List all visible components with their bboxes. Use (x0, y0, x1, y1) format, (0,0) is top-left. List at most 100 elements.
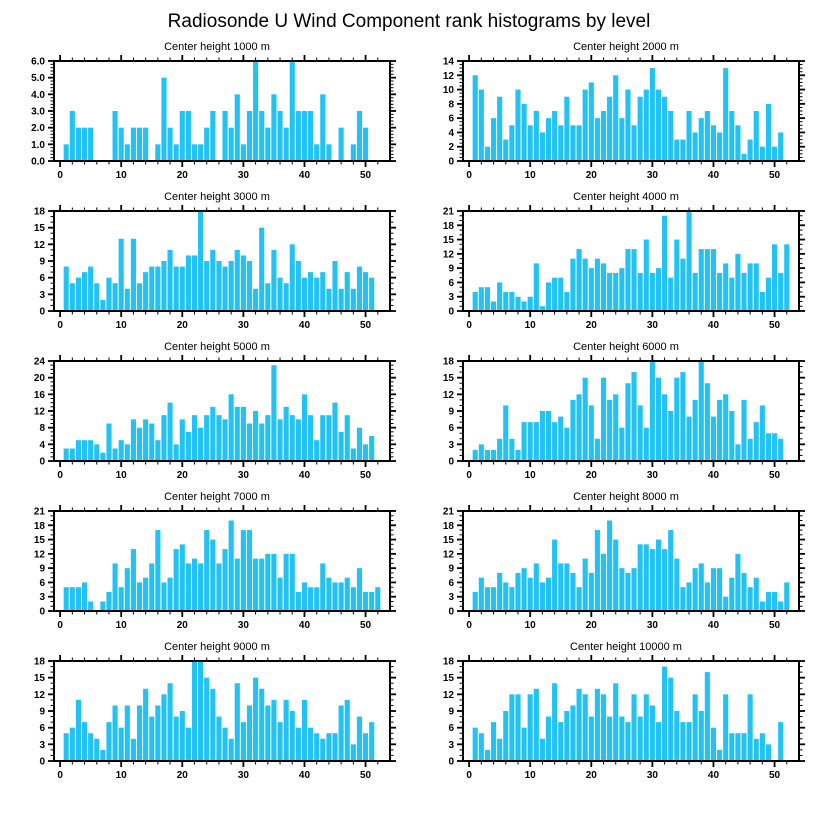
histogram-bar (259, 227, 265, 311)
x-tick-label: 50 (769, 770, 781, 781)
histogram-bar (363, 127, 369, 161)
histogram-bar (533, 688, 539, 761)
histogram-plot-6000m: 0 10 20 30 40 50 0 3 6 9 12 15 18 (443, 355, 805, 481)
y-tick-label: 0.0 (31, 157, 45, 168)
x-tick-label: 10 (116, 770, 128, 781)
histogram-bar (753, 111, 759, 161)
x-tick-label: 10 (116, 620, 128, 631)
histogram-bar (344, 415, 350, 461)
histogram-bar (545, 118, 552, 161)
histogram-bar (607, 716, 613, 761)
histogram-bar (118, 440, 124, 461)
y-tick-label: 12 (34, 690, 46, 701)
histogram-bar (314, 733, 320, 761)
histogram-bar (265, 127, 271, 161)
histogram-bar (490, 722, 497, 761)
x-tick-label: 0 (466, 170, 472, 181)
histogram-bar (533, 422, 539, 461)
histogram-bar (674, 377, 680, 461)
x-tick-label: 50 (360, 620, 372, 631)
histogram-bar (161, 415, 167, 461)
x-tick-label: 50 (360, 770, 372, 781)
histogram-bar (240, 144, 246, 161)
x-tick-label: 0 (466, 320, 472, 331)
histogram-bar (723, 394, 729, 461)
histogram-bar (222, 266, 228, 311)
histogram-bar (558, 125, 564, 161)
histogram-bar (692, 399, 698, 461)
histogram-bar (222, 419, 228, 461)
y-tick-label: 6 (39, 723, 45, 734)
histogram-bar (503, 711, 509, 761)
histogram-bar (472, 727, 478, 761)
histogram-bar (576, 394, 582, 461)
histogram-bar (692, 568, 698, 611)
y-tick-label: 3 (39, 592, 45, 603)
histogram-bar (271, 94, 277, 161)
histogram-bar (680, 722, 686, 761)
histogram-bar (369, 436, 375, 461)
histogram-bar (698, 563, 704, 611)
histogram-bar (503, 405, 509, 461)
histogram-bar (100, 749, 106, 761)
histogram-bar (356, 427, 363, 461)
histogram-bar (662, 394, 668, 461)
histogram-bar (191, 661, 198, 761)
histogram-bar (521, 301, 527, 311)
histogram-bar (363, 591, 369, 611)
histogram-bar (240, 530, 246, 611)
histogram-bar (600, 694, 607, 761)
x-tick-label: 20 (586, 770, 598, 781)
y-tick-label: 18 (34, 657, 46, 668)
y-tick-label: 18 (34, 521, 46, 532)
histogram-bar (136, 283, 143, 311)
histogram-bar (704, 111, 710, 161)
x-tick-label: 10 (525, 320, 537, 331)
y-tick-label: 2.0 (31, 123, 45, 134)
histogram-bar (130, 127, 136, 161)
y-tick-label: 3 (448, 740, 454, 751)
histogram-bar (747, 263, 753, 311)
plot-frame (53, 60, 391, 162)
histogram-bar (228, 261, 234, 311)
histogram-bar (69, 727, 75, 761)
histogram-bar (88, 127, 94, 161)
histogram-bar (717, 399, 723, 461)
histogram-bar (539, 306, 545, 311)
histogram-bar (533, 563, 539, 611)
histogram-bar (631, 372, 637, 461)
histogram-bar (246, 705, 253, 761)
histogram-bar (100, 601, 106, 611)
x-tick-label: 0 (466, 770, 472, 781)
histogram-bar (326, 288, 332, 311)
histogram-bar (283, 699, 289, 761)
histogram-bar (356, 568, 363, 611)
histogram-bar (234, 249, 240, 311)
y-tick-label: 3 (39, 290, 45, 301)
histogram-bar (179, 419, 185, 461)
y-tick-label: 24 (34, 357, 46, 368)
histogram-bar (631, 249, 637, 311)
histogram-bar (509, 587, 515, 611)
histogram-bar (265, 553, 271, 611)
histogram-bar (741, 733, 747, 761)
histogram-bar (509, 694, 515, 761)
histogram-bar (643, 239, 649, 311)
histogram-bar (149, 266, 155, 311)
y-tick-label: 4 (448, 128, 454, 139)
histogram-bar (338, 431, 344, 461)
histogram-bar (698, 711, 704, 761)
histogram-bar (118, 127, 124, 161)
histogram-bar (637, 405, 643, 461)
x-tick-label: 10 (525, 170, 537, 181)
y-tick-label: 6 (448, 578, 454, 589)
subplot-2000m: Center height 2000 m 0 10 20 30 40 50 0 2 4 6 8 10 1… (409, 40, 818, 190)
histogram-bar (75, 277, 81, 311)
y-tick-label: 6 (39, 273, 45, 284)
histogram-bar (246, 111, 253, 161)
histogram-bar (478, 89, 484, 161)
histogram-bar (222, 549, 228, 611)
histogram-bar (100, 299, 106, 311)
histogram-bar (772, 146, 778, 161)
histogram-bar (600, 553, 607, 611)
